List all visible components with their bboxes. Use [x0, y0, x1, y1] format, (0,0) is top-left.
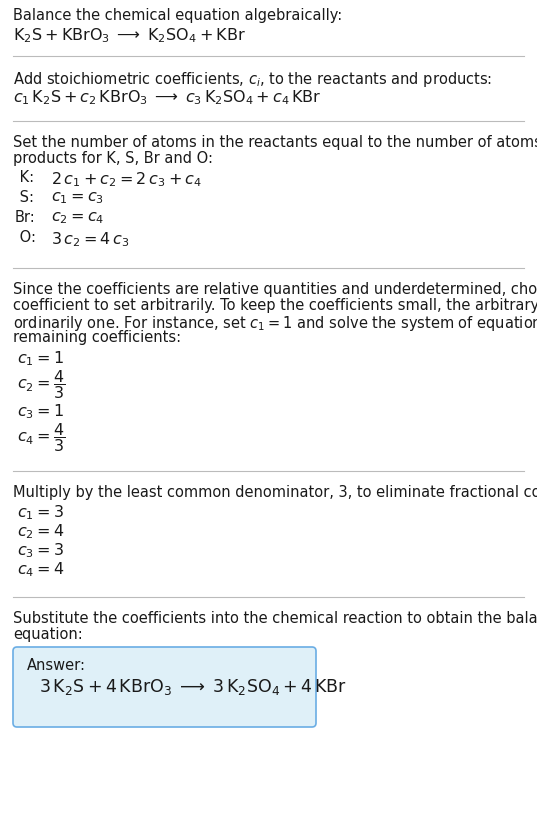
Text: Answer:: Answer:	[27, 658, 86, 673]
Text: Set the number of atoms in the reactants equal to the number of atoms in the: Set the number of atoms in the reactants…	[13, 135, 537, 150]
Text: coefficient to set arbitrarily. To keep the coefficients small, the arbitrary va: coefficient to set arbitrarily. To keep …	[13, 298, 537, 313]
FancyBboxPatch shape	[13, 647, 316, 727]
Text: $c_1 = c_3$: $c_1 = c_3$	[51, 190, 104, 206]
Text: $c_2 = 4$: $c_2 = 4$	[17, 522, 64, 541]
Text: $c_1 = 1$: $c_1 = 1$	[17, 349, 64, 368]
Text: $c_2 = c_4$: $c_2 = c_4$	[51, 210, 104, 226]
Text: $\mathrm{K_2S + KBrO_3 \;\longrightarrow\; K_2SO_4 + KBr}$: $\mathrm{K_2S + KBrO_3 \;\longrightarrow…	[13, 26, 246, 45]
Text: O:: O:	[15, 230, 36, 245]
Text: Substitute the coefficients into the chemical reaction to obtain the balanced: Substitute the coefficients into the che…	[13, 611, 537, 626]
Text: Add stoichiometric coefficients, $c_i$, to the reactants and products:: Add stoichiometric coefficients, $c_i$, …	[13, 70, 492, 89]
Text: $c_1\,\mathrm{K_2S} + c_2\,\mathrm{KBrO_3} \;\longrightarrow\; c_3\,\mathrm{K_2S: $c_1\,\mathrm{K_2S} + c_2\,\mathrm{KBrO_…	[13, 88, 322, 107]
Text: $c_3 = 1$: $c_3 = 1$	[17, 402, 64, 421]
Text: S:: S:	[15, 190, 34, 205]
Text: $2\,c_1 + c_2 = 2\,c_3 + c_4$: $2\,c_1 + c_2 = 2\,c_3 + c_4$	[51, 170, 202, 188]
Text: $c_1 = 3$: $c_1 = 3$	[17, 503, 64, 521]
Text: K:: K:	[15, 170, 34, 185]
Text: ordinarily one. For instance, set $c_1 = 1$ and solve the system of equations fo: ordinarily one. For instance, set $c_1 =…	[13, 314, 537, 333]
Text: equation:: equation:	[13, 627, 83, 642]
Text: $3\,c_2 = 4\,c_3$: $3\,c_2 = 4\,c_3$	[51, 230, 129, 249]
Text: Balance the chemical equation algebraically:: Balance the chemical equation algebraica…	[13, 8, 342, 23]
Text: $c_4 = \dfrac{4}{3}$: $c_4 = \dfrac{4}{3}$	[17, 421, 65, 454]
Text: $c_2 = \dfrac{4}{3}$: $c_2 = \dfrac{4}{3}$	[17, 368, 65, 401]
Text: Br:: Br:	[15, 210, 36, 225]
Text: Multiply by the least common denominator, 3, to eliminate fractional coefficient: Multiply by the least common denominator…	[13, 485, 537, 500]
Text: $\mathrm{3\,K_2S + 4\,KBrO_3 \;\longrightarrow\; 3\,K_2SO_4 + 4\,KBr}$: $\mathrm{3\,K_2S + 4\,KBrO_3 \;\longrigh…	[39, 677, 347, 697]
Text: $c_3 = 3$: $c_3 = 3$	[17, 541, 64, 560]
Text: Since the coefficients are relative quantities and underdetermined, choose a: Since the coefficients are relative quan…	[13, 282, 537, 297]
Text: remaining coefficients:: remaining coefficients:	[13, 330, 181, 345]
Text: $c_4 = 4$: $c_4 = 4$	[17, 560, 64, 579]
Text: products for K, S, Br and O:: products for K, S, Br and O:	[13, 151, 213, 166]
